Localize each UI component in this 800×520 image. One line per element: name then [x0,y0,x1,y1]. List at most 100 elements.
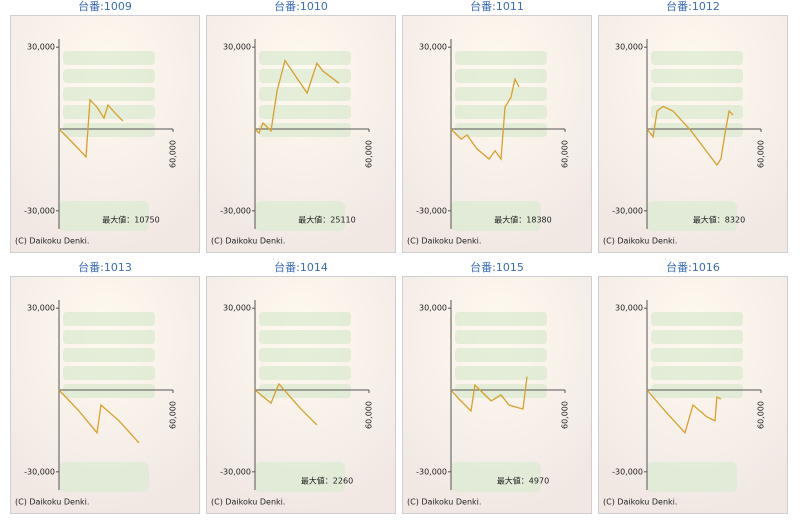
decoration [63,348,155,362]
panel-title: 台番:1013 [78,261,132,274]
decoration [255,462,345,492]
decoration [259,87,351,101]
decoration [63,330,155,344]
data-line [58,98,124,159]
x-tick-label: 60,000 [169,140,178,168]
decoration [259,384,351,398]
data-line [646,389,722,435]
chart-panel: 30,000 -30,000 60,000 最大値：2260 (C) Daikoku D… [206,276,396,514]
max-value: 最大値：4970 [497,476,549,486]
decoration [651,105,743,119]
decoration [651,312,743,326]
x-tick-label: 60,000 [757,401,766,429]
decoration [259,105,351,119]
decoration [255,201,345,231]
panel-title: 台番:1014 [274,261,328,274]
decoration [63,87,155,101]
credit: (C) Daikoku Denki. [603,237,677,246]
decoration [259,123,351,137]
decoration [651,330,743,344]
decoration [455,123,547,137]
decoration [455,312,547,326]
decoration [651,51,743,65]
y-tick-label: -30,000 [416,206,447,215]
decoration [455,366,547,380]
decoration [651,87,743,101]
credit: (C) Daikoku Denki. [407,498,481,507]
decoration [63,312,155,326]
decoration [651,366,743,380]
panel-title: 台番:1012 [666,0,720,13]
chart-panel: 30,000 -30,000 60,000 (C) Daikoku Denki. [10,276,200,514]
y-tick-label: -30,000 [220,467,251,476]
decoration [455,105,547,119]
chart: 30,000 -30,000 60,000 最大値：18380 (C) Daikoku … [403,16,591,252]
y-tick-label: 30,000 [27,43,55,52]
chart: 30,000 -30,000 60,000 (C) Daikoku Denki. [599,277,787,513]
credit: (C) Daikoku Denki. [211,237,285,246]
panel-title: 台番:1009 [78,0,132,13]
chart-panel: 30,000 -30,000 60,000 最大値：8320 (C) Daikoku D… [598,15,788,253]
y-tick-label: -30,000 [416,467,447,476]
credit: (C) Daikoku Denki. [603,498,677,507]
credit: (C) Daikoku Denki. [211,498,285,507]
data-line [646,105,734,167]
decoration [63,69,155,83]
y-tick-label: 30,000 [27,304,55,313]
decoration [451,462,541,492]
decoration [259,51,351,65]
panel-title: 台番:1011 [470,0,524,13]
chart-panel: 30,000 -30,000 60,000 (C) Daikoku Denki. [598,276,788,514]
panel-title: 台番:1015 [470,261,524,274]
chart-panel: 30,000 -30,000 60,000 最大値：4970 (C) Daikoku D… [402,276,592,514]
chart: 30,000 -30,000 60,000 最大値：4970 (C) Daikoku D… [403,277,591,513]
x-tick-label: 60,000 [561,140,570,168]
y-tick-label: 30,000 [615,304,643,313]
decoration [455,330,547,344]
x-tick-label: 60,000 [365,140,374,168]
decoration [259,348,351,362]
x-tick-label: 60,000 [169,401,178,429]
max-value: 最大値：18380 [494,215,551,225]
decoration [63,366,155,380]
y-tick-label: -30,000 [612,206,643,215]
decoration [651,348,743,362]
credit: (C) Daikoku Denki. [15,237,89,246]
decoration [647,462,737,492]
chart: 30,000 -30,000 60,000 最大値：8320 (C) Daikoku D… [599,16,787,252]
y-tick-label: 30,000 [419,43,447,52]
x-tick-label: 60,000 [757,140,766,168]
y-tick-label: 30,000 [223,43,251,52]
data-line [450,77,520,161]
decoration [647,201,737,231]
y-tick-label: 30,000 [223,304,251,313]
panel-title: 台番:1010 [274,0,328,13]
decoration [455,348,547,362]
decoration [651,384,743,398]
decoration [63,123,155,137]
decoration [651,69,743,83]
decoration [63,384,155,398]
max-value: 最大値：2260 [301,476,353,486]
chart-panel: 30,000 -30,000 60,000 最大値：25110 (C) Daikoku … [206,15,396,253]
data-line [450,376,528,413]
y-tick-label: -30,000 [612,467,643,476]
x-tick-label: 60,000 [561,401,570,429]
y-tick-label: -30,000 [24,467,55,476]
y-tick-label: 30,000 [615,43,643,52]
decoration [59,462,149,492]
credit: (C) Daikoku Denki. [407,237,481,246]
y-tick-label: -30,000 [24,206,55,215]
credit: (C) Daikoku Denki. [15,498,89,507]
chart: 30,000 -30,000 60,000 (C) Daikoku Denki. [11,277,199,513]
decoration [651,123,743,137]
decoration [259,69,351,83]
decoration [451,201,541,231]
chart-panel: 30,000 -30,000 60,000 最大値：18380 (C) Daikoku … [402,15,592,253]
data-line [254,382,318,426]
max-value: 最大値：8320 [693,215,745,225]
y-tick-label: 30,000 [419,304,447,313]
max-value: 最大値：25110 [298,215,355,225]
chart: 30,000 -30,000 60,000 最大値：25110 (C) Daikoku … [207,16,395,252]
x-tick-label: 60,000 [365,401,374,429]
